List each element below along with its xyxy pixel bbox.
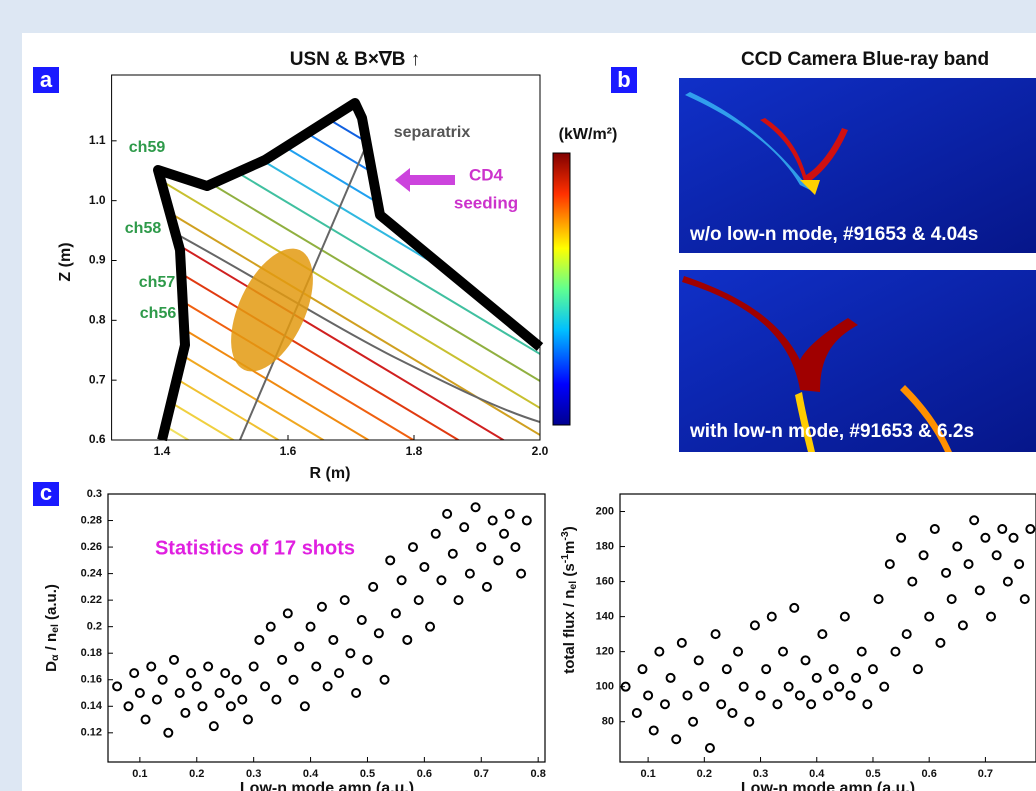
label-part: (a.u.) <box>43 584 60 624</box>
annotation: ch57 <box>139 274 176 291</box>
y-tick-label: 0.6 <box>89 432 106 446</box>
y-tick-label: 120 <box>596 646 614 658</box>
label-part: m <box>561 541 578 554</box>
x-tick-label: 0.5 <box>360 768 375 780</box>
y-tick-label: 200 <box>596 505 614 517</box>
x-tick-label: 0.4 <box>303 768 319 780</box>
label-part: el <box>567 581 579 590</box>
chart-title: USN & B×∇B ↑ <box>290 49 420 70</box>
x-tick-label: 0.1 <box>640 768 655 780</box>
y-tick-label: 0.24 <box>81 568 103 580</box>
panel-label: a <box>40 67 53 92</box>
annotation: ch56 <box>140 305 177 322</box>
y-tick-label: 0.18 <box>81 647 102 659</box>
y-tick-label: 1.1 <box>89 133 106 147</box>
x-tick-label: 1.8 <box>406 444 423 458</box>
x-tick-label: 2.0 <box>532 444 549 458</box>
annotation: ch59 <box>129 139 166 156</box>
y-axis-label: total flux / nel (s-1m-3) <box>559 526 579 673</box>
panel-label: b <box>617 67 630 92</box>
x-tick-label: 1.4 <box>154 444 171 458</box>
label-part: / n <box>43 633 60 655</box>
x-tick-label: 0.4 <box>809 768 825 780</box>
x-tick-label: 0.1 <box>132 768 147 780</box>
label-part: (s <box>561 563 578 581</box>
x-tick-label: 0.3 <box>246 768 261 780</box>
x-axis-label: Low-n mode amp (a.u.) <box>240 780 414 791</box>
y-tick-label: 1.0 <box>89 193 106 207</box>
y-tick-label: 0.16 <box>81 674 102 686</box>
x-tick-label: 0.3 <box>753 768 768 780</box>
x-tick-label: 0.6 <box>417 768 432 780</box>
y-tick-label: 0.7 <box>89 372 106 386</box>
annotation: seeding <box>454 193 518 212</box>
y-tick-label: 140 <box>596 611 614 623</box>
figure: b CCD Camera Blue-ray band 1.4 1.6 1.8 2.0 0… <box>0 0 1036 791</box>
y-tick-label: 0.2 <box>87 621 102 633</box>
image-caption: with low-n mode, #91653 & 6.2s <box>689 421 974 442</box>
y-tick-label: 0.9 <box>89 253 106 267</box>
panel-label: c <box>40 480 52 505</box>
y-tick-label: 0.14 <box>81 700 103 712</box>
y-tick-label: 180 <box>596 540 614 552</box>
label-part: -1 <box>559 554 571 563</box>
y-tick-label: 0.26 <box>81 541 102 553</box>
image-caption: w/o low-n mode, #91653 & 4.04s <box>689 224 978 245</box>
y-tick-label: 80 <box>602 716 614 728</box>
label-part: ) <box>561 526 578 531</box>
annotation: CD4 <box>469 165 504 184</box>
x-axis-label: R (m) <box>310 465 351 482</box>
y-tick-label: 0.28 <box>81 514 102 526</box>
annotation: ch58 <box>125 220 162 237</box>
x-tick-label: 0.7 <box>474 768 489 780</box>
panel-title: CCD Camera Blue-ray band <box>741 49 989 70</box>
x-tick-label: 0.2 <box>697 768 712 780</box>
x-tick-label: 0.8 <box>531 768 546 780</box>
colorbar-label: (kW/m²) <box>559 126 618 143</box>
y-axis-label: Z (m) <box>57 242 74 281</box>
y-tick-label: 0.3 <box>87 488 102 500</box>
label-part: el <box>49 624 61 633</box>
y-tick-label: 0.22 <box>81 594 102 606</box>
annotation: separatrix <box>394 124 471 141</box>
x-tick-label: 1.6 <box>280 444 297 458</box>
y-tick-label: 100 <box>596 681 614 693</box>
y-tick-label: 160 <box>596 575 614 587</box>
label-part: total flux / n <box>561 590 578 674</box>
x-tick-label: 0.7 <box>978 768 993 780</box>
x-tick-label: 0.5 <box>865 768 880 780</box>
x-tick-label: 0.2 <box>189 768 204 780</box>
y-tick-label: 0.8 <box>89 312 106 326</box>
label-part: -3 <box>559 531 571 540</box>
x-tick-label: 0.6 <box>922 768 937 780</box>
label-part: D <box>43 661 60 672</box>
y-tick-label: 0.12 <box>81 727 102 739</box>
annotation: Statistics of 17 shots <box>155 537 355 559</box>
colorbar <box>553 153 570 425</box>
x-axis-label: Low-n mode amp (a.u.) <box>741 780 915 791</box>
